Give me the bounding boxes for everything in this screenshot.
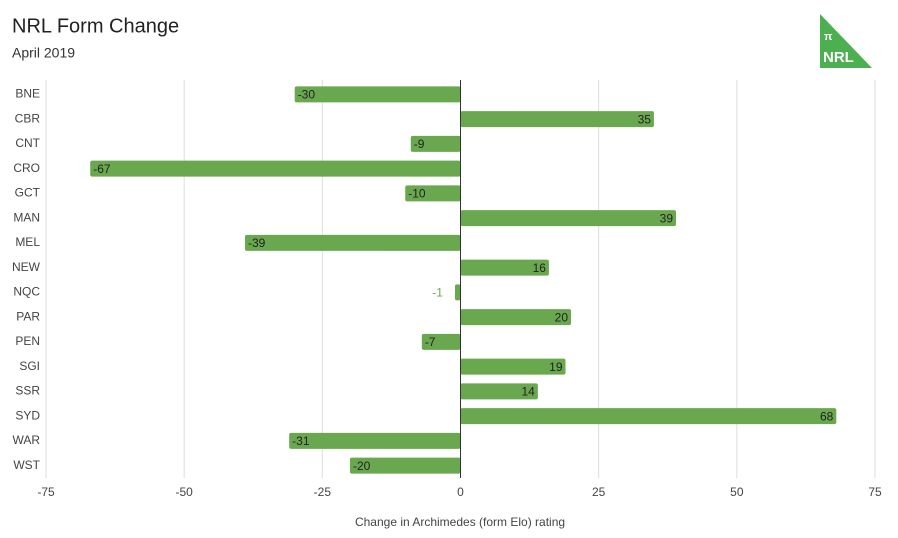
logo-shape xyxy=(820,14,872,68)
bar xyxy=(90,160,461,177)
bar xyxy=(294,86,461,103)
value-label: -10 xyxy=(408,187,426,201)
value-label: 39 xyxy=(660,211,674,225)
y-tick-label: CBR xyxy=(15,111,41,125)
value-label: 14 xyxy=(522,385,536,399)
value-label: 20 xyxy=(555,310,569,324)
chart-subtitle: April 2019 xyxy=(12,45,75,61)
y-tick-label: WAR xyxy=(12,433,40,447)
y-tick-label: SGI xyxy=(19,359,40,373)
x-axis-label: Change in Archimedes (form Elo) rating xyxy=(355,515,565,529)
value-label: 16 xyxy=(533,261,547,275)
value-label: -31 xyxy=(292,434,310,448)
value-label: -1 xyxy=(432,286,443,300)
value-label: -67 xyxy=(93,162,111,176)
y-tick-label: SSR xyxy=(15,384,40,398)
y-tick-label: NQC xyxy=(13,285,40,299)
x-tick-label: 75 xyxy=(868,485,882,499)
bar xyxy=(460,111,654,128)
bar xyxy=(460,408,837,425)
y-tick-label: CRO xyxy=(13,161,40,175)
y-tick-label: BNE xyxy=(15,87,40,101)
chart-title: NRL Form Change xyxy=(12,15,179,37)
bar xyxy=(460,383,538,400)
logo: π NRL xyxy=(820,14,872,68)
x-tick-label: -25 xyxy=(314,485,332,499)
logo-symbol: π xyxy=(824,31,833,43)
bar xyxy=(349,457,461,474)
y-tick-label: GCT xyxy=(15,186,41,200)
x-tick-label: -75 xyxy=(37,485,55,499)
bar xyxy=(460,309,572,326)
x-tick-label: 25 xyxy=(592,485,606,499)
y-tick-label: MAN xyxy=(13,210,40,224)
x-tick-label: 0 xyxy=(457,485,464,499)
y-tick-label: CNT xyxy=(15,136,40,150)
value-label: -39 xyxy=(248,236,266,250)
value-label: 19 xyxy=(549,360,563,374)
bar xyxy=(460,210,677,227)
value-label: -30 xyxy=(298,88,316,102)
bar xyxy=(454,284,461,301)
x-tick-label: 50 xyxy=(730,485,744,499)
logo-text: NRL xyxy=(823,49,854,66)
value-label: -7 xyxy=(425,335,436,349)
value-label: -9 xyxy=(414,137,425,151)
y-tick-label: NEW xyxy=(12,260,41,274)
x-tick-label: -50 xyxy=(175,485,193,499)
value-label: -20 xyxy=(353,459,371,473)
bar xyxy=(244,234,461,251)
value-label: 35 xyxy=(638,112,652,126)
y-tick-label: MEL xyxy=(15,235,40,249)
bar xyxy=(289,432,461,449)
value-label: 68 xyxy=(820,409,834,423)
bar xyxy=(421,333,461,350)
bar xyxy=(460,358,566,375)
bar xyxy=(410,135,461,152)
y-tick-label: SYD xyxy=(15,408,40,422)
bar xyxy=(405,185,461,202)
y-tick-label: PEN xyxy=(15,334,40,348)
y-tick-label: WST xyxy=(13,458,40,472)
bar xyxy=(460,259,549,276)
y-tick-label: PAR xyxy=(16,309,40,323)
